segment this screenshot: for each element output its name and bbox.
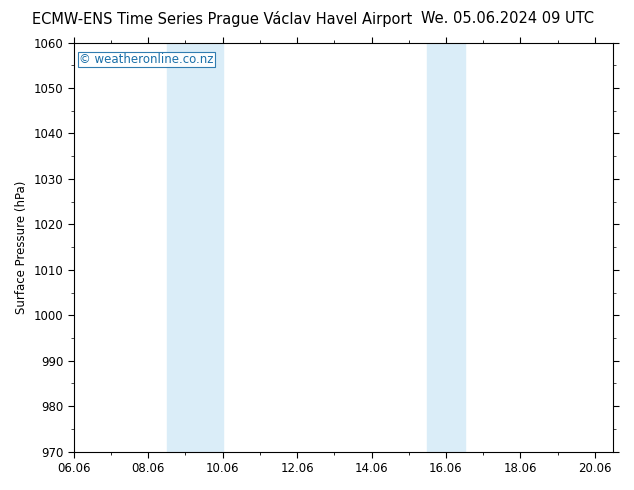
Text: We. 05.06.2024 09 UTC: We. 05.06.2024 09 UTC: [421, 11, 593, 26]
Bar: [427, 43, 465, 452]
Bar: [167, 43, 223, 452]
Y-axis label: Surface Pressure (hPa): Surface Pressure (hPa): [15, 180, 28, 314]
Text: ECMW-ENS Time Series Prague Václav Havel Airport: ECMW-ENS Time Series Prague Václav Havel…: [32, 11, 412, 27]
Text: © weatheronline.co.nz: © weatheronline.co.nz: [79, 53, 214, 66]
